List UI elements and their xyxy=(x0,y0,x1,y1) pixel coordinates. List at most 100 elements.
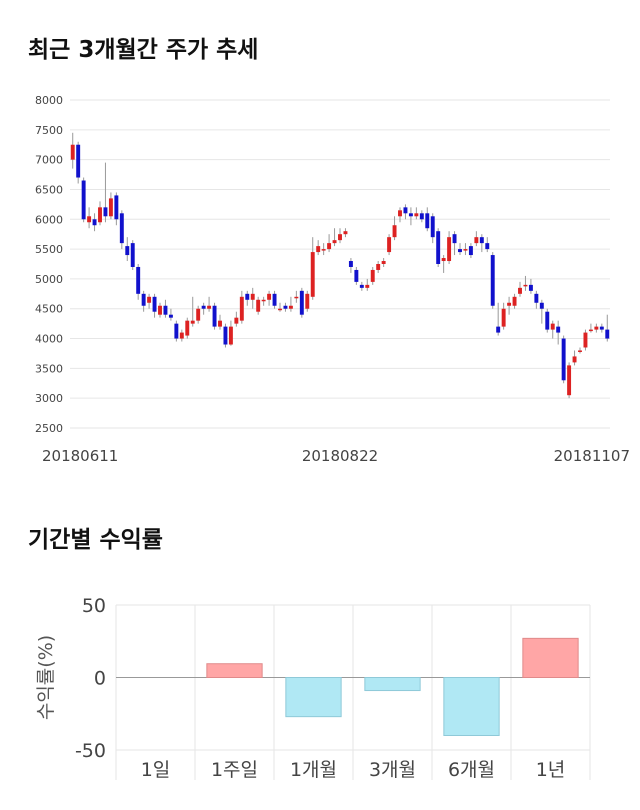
candle-body xyxy=(141,293,146,306)
candle-body xyxy=(201,305,206,309)
candle-body xyxy=(485,243,490,250)
candle-body xyxy=(338,234,342,241)
candle-body xyxy=(130,243,135,267)
candle-body xyxy=(556,326,561,333)
y-tick-label: 3500 xyxy=(35,362,63,375)
candle-body xyxy=(343,231,348,235)
y-tick-label: 8000 xyxy=(35,94,63,107)
candle-body xyxy=(288,305,293,309)
candle-body xyxy=(228,326,233,345)
candle-body xyxy=(272,293,277,306)
candlestick-chart: 2500 3000 3500 4000 4500 5000 5500 6000 6500 7000… xyxy=(35,94,630,465)
y-tick-label: 5000 xyxy=(35,273,63,286)
returns-title: 기간별 수익률 xyxy=(28,527,163,553)
candle-body xyxy=(196,308,201,321)
candle-body xyxy=(605,329,610,339)
candle-body xyxy=(212,305,217,327)
candle-body xyxy=(294,296,299,299)
candle-body xyxy=(163,305,168,315)
x-tick-label: 20181107 xyxy=(554,447,630,465)
candle-body xyxy=(119,213,124,244)
candle-body xyxy=(479,237,484,244)
candle-body xyxy=(463,249,468,251)
return-bar xyxy=(206,663,263,678)
candle-body xyxy=(81,180,86,220)
candle-body xyxy=(392,225,397,238)
candle-body xyxy=(545,311,550,330)
x-tick-label: 1개월 xyxy=(290,759,337,781)
x-tick-label: 1주일 xyxy=(211,759,258,781)
candle-body xyxy=(305,293,310,309)
x-tick-label: 3개월 xyxy=(369,759,416,781)
price-trend-title: 최근 3개월간 주가 추세 xyxy=(28,37,259,63)
y-axis-label: 수익률(%) xyxy=(35,635,57,720)
y-tick-label: 4500 xyxy=(35,303,63,316)
candle-body xyxy=(425,213,430,229)
candle-body xyxy=(458,249,462,253)
candle-body xyxy=(594,326,599,330)
candle-body xyxy=(376,264,381,270)
candle-body xyxy=(512,296,517,306)
candle-body xyxy=(523,284,528,287)
candle-body xyxy=(332,240,337,244)
candle-body xyxy=(354,269,359,282)
candle-body xyxy=(223,326,228,345)
candle-body xyxy=(572,356,577,363)
return-bar xyxy=(443,677,500,736)
candle-body xyxy=(256,299,261,312)
candle-body xyxy=(567,365,572,396)
x-tick-label: 1일 xyxy=(141,759,171,781)
candle-body xyxy=(496,326,501,333)
candle-body xyxy=(152,296,157,312)
return-bar xyxy=(285,677,342,718)
candle-body xyxy=(316,246,321,253)
candle-body xyxy=(430,216,435,238)
candle-body xyxy=(539,302,544,309)
y-tick-label: 50 xyxy=(82,595,106,617)
x-tick-label: 1년 xyxy=(536,759,566,781)
candle-body xyxy=(583,332,588,348)
candle-body xyxy=(588,329,593,332)
candle-body xyxy=(534,293,539,303)
candle-body xyxy=(125,246,130,256)
candle-body xyxy=(518,287,522,294)
candle-body xyxy=(419,213,424,220)
candle-body xyxy=(278,308,282,311)
candle-body xyxy=(234,317,239,324)
candle-body xyxy=(561,338,566,381)
candle-body xyxy=(403,207,408,214)
candle-body xyxy=(87,216,92,223)
candle-body xyxy=(365,284,370,288)
candle-body xyxy=(267,293,272,300)
candle-body xyxy=(114,195,119,220)
candle-body xyxy=(501,308,506,327)
candle-body xyxy=(76,144,81,178)
candle-body xyxy=(321,249,326,251)
y-tick-label: 5500 xyxy=(35,243,63,256)
x-tick-label: 20180611 xyxy=(42,447,118,465)
candle-body xyxy=(398,210,402,217)
y-tick-label: 2500 xyxy=(35,422,63,435)
candle-body xyxy=(98,207,102,223)
return-bar xyxy=(364,677,421,692)
y-tick-label: 6000 xyxy=(35,213,63,226)
y-tick-label: 7000 xyxy=(35,154,63,167)
candle-body xyxy=(103,207,108,217)
candle-body xyxy=(452,234,457,244)
candle-body xyxy=(327,243,332,250)
candle-body xyxy=(261,299,266,302)
y-tick-label: 6500 xyxy=(35,183,63,196)
candle-body xyxy=(441,258,446,262)
candle-body xyxy=(218,320,222,327)
candle-body xyxy=(239,296,244,321)
candle-body xyxy=(207,305,212,309)
candle-body xyxy=(283,305,288,309)
candle-body xyxy=(408,213,413,217)
candle-body xyxy=(578,350,582,352)
candle-body xyxy=(387,237,392,253)
y-tick-label: 0 xyxy=(94,668,106,690)
y-tick-label: 3000 xyxy=(35,392,63,405)
candle-body xyxy=(490,255,495,306)
candle-body xyxy=(310,252,315,297)
candle-body xyxy=(507,302,512,306)
